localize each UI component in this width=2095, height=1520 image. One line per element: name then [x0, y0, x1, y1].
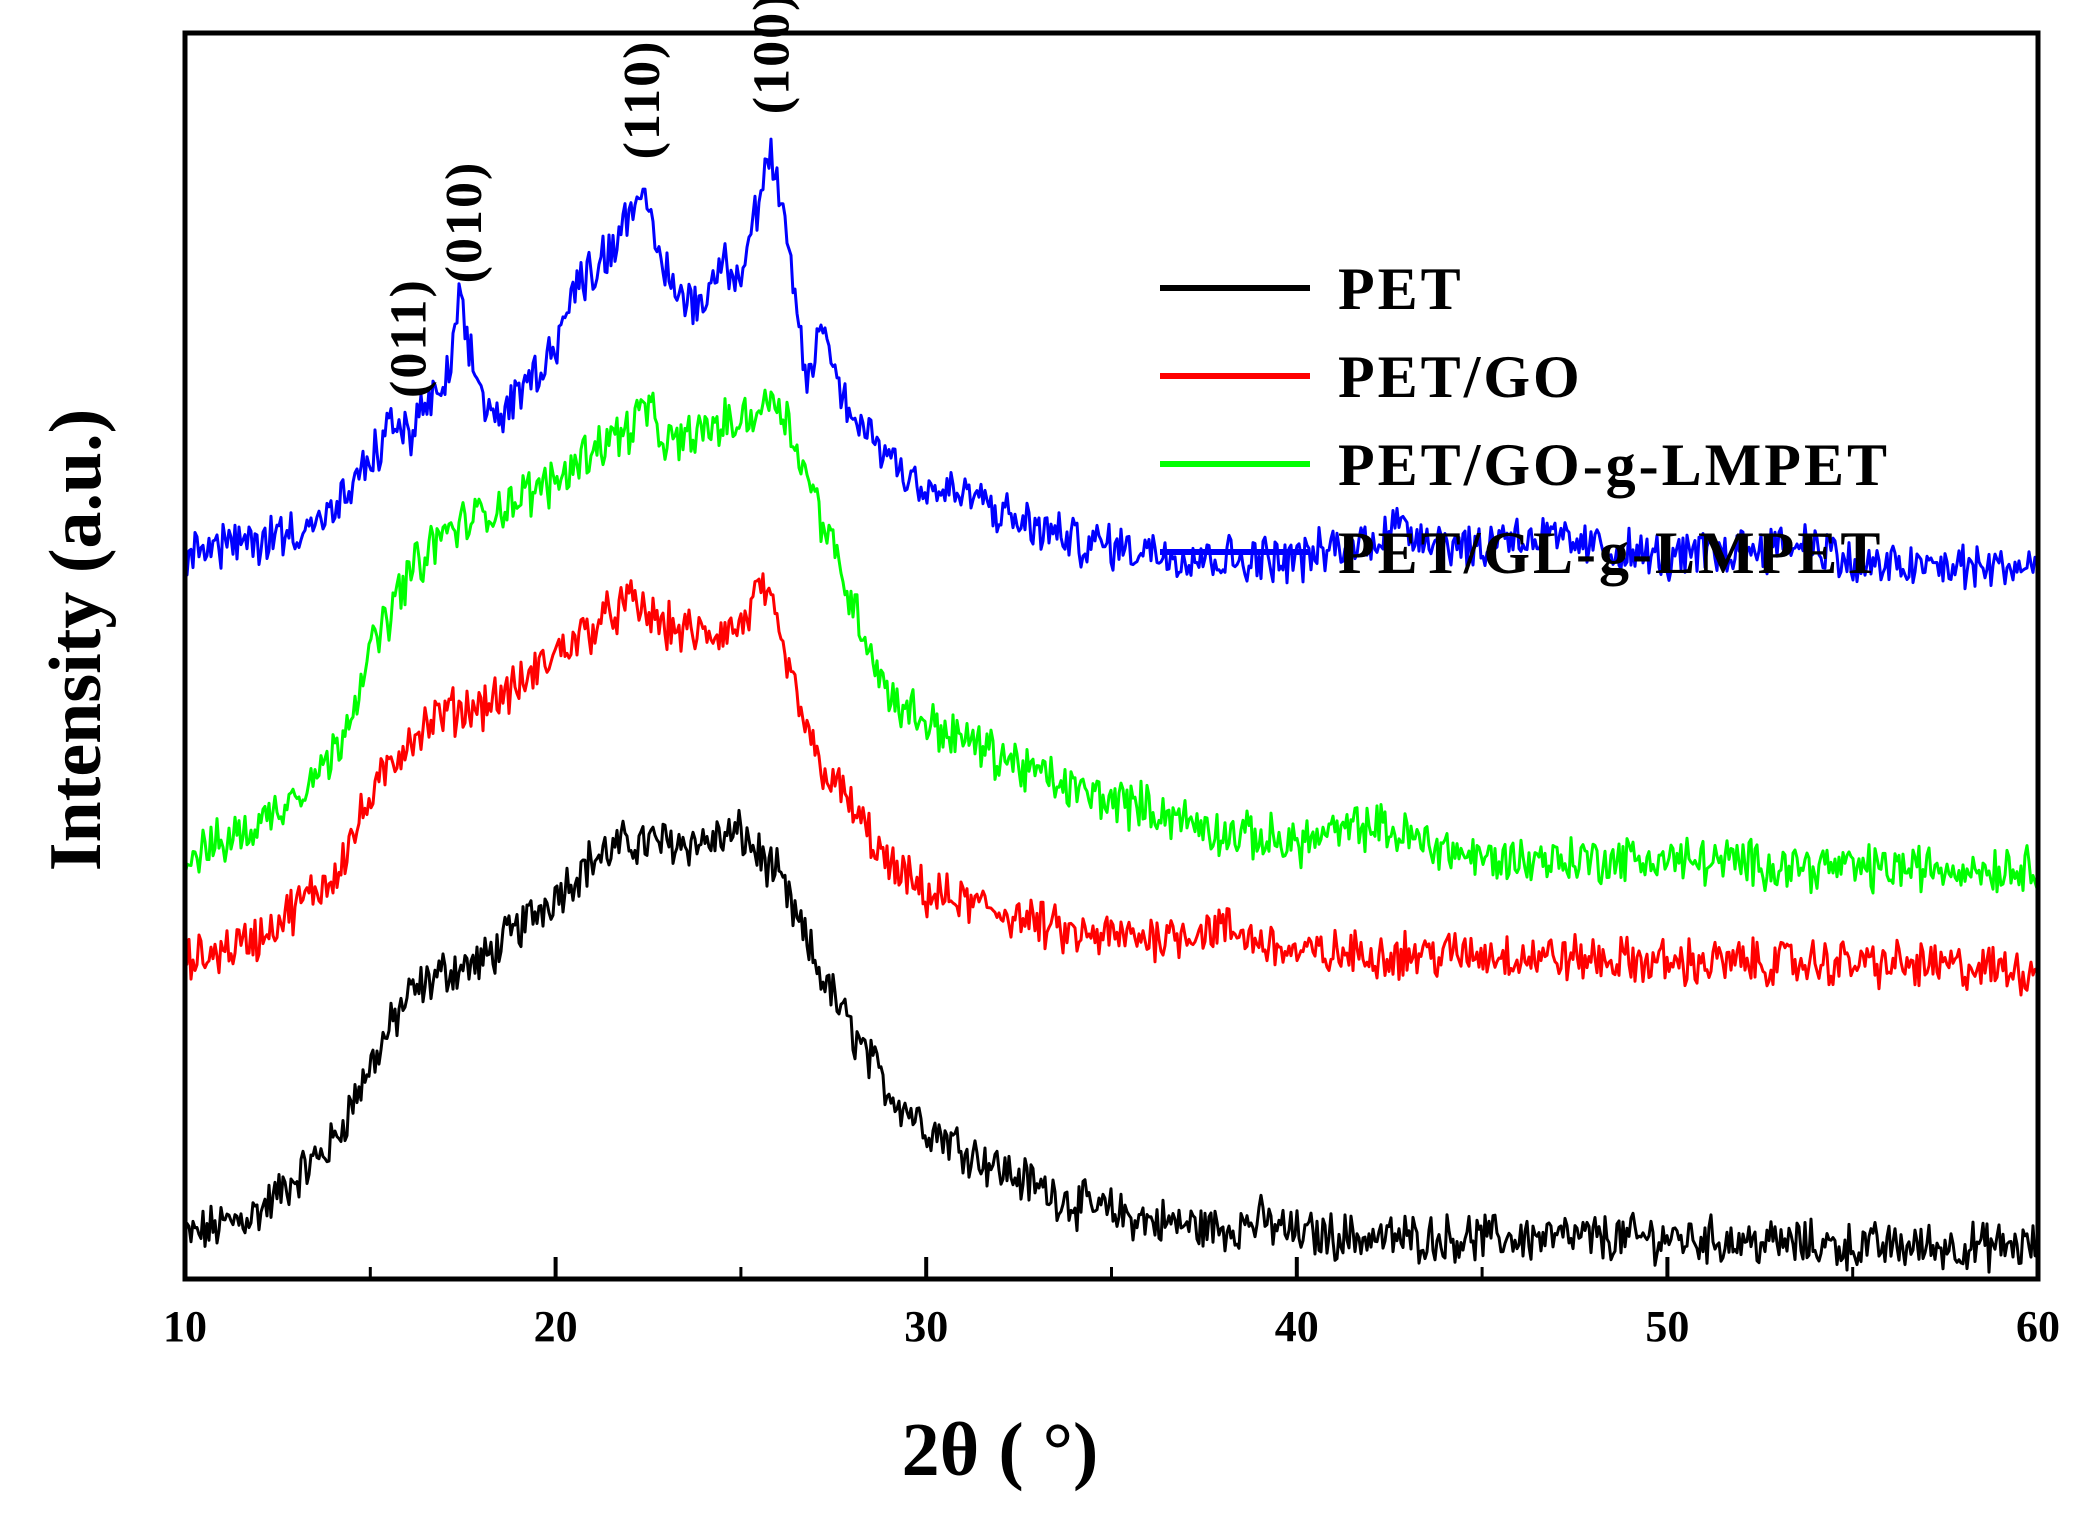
- series-line-1: [183, 808, 2038, 1274]
- x-axis-label: 2θ ( °): [902, 1408, 1099, 1492]
- legend-label: PET: [1338, 256, 1464, 322]
- legend: PET PET/GO PET/GO-g-LMPET PET/GL-g-LMPET: [1160, 256, 1890, 586]
- series-layer: [183, 137, 2039, 1274]
- peak-label: (110): [614, 40, 671, 160]
- x-tick-label: 10: [163, 1302, 207, 1351]
- x-tick-label: 50: [1645, 1302, 1689, 1351]
- peak-label: (011): [380, 278, 437, 398]
- peak-labels: (011)(010) (110) (100): [380, 0, 800, 398]
- peak-label: (010): [436, 161, 493, 284]
- x-tick-label: 60: [2016, 1302, 2060, 1351]
- series-line-2: [183, 572, 2038, 997]
- x-tick-label: 20: [534, 1302, 578, 1351]
- legend-label: PET/GO: [1338, 344, 1583, 410]
- y-axis-label: Intensity (a.u.): [35, 409, 117, 872]
- x-axis-ticks: 10 20 30 40 50 60: [163, 1257, 2060, 1351]
- peak-label: (100): [744, 0, 801, 114]
- series-line-4: [183, 137, 2039, 591]
- series-line-3: [183, 388, 2039, 895]
- legend-label: PET/GO-g-LMPET: [1338, 432, 1890, 498]
- x-tick-label: 30: [904, 1302, 948, 1351]
- legend-label: PET/GL-g-LMPET: [1338, 520, 1883, 586]
- x-tick-label: 40: [1275, 1302, 1319, 1351]
